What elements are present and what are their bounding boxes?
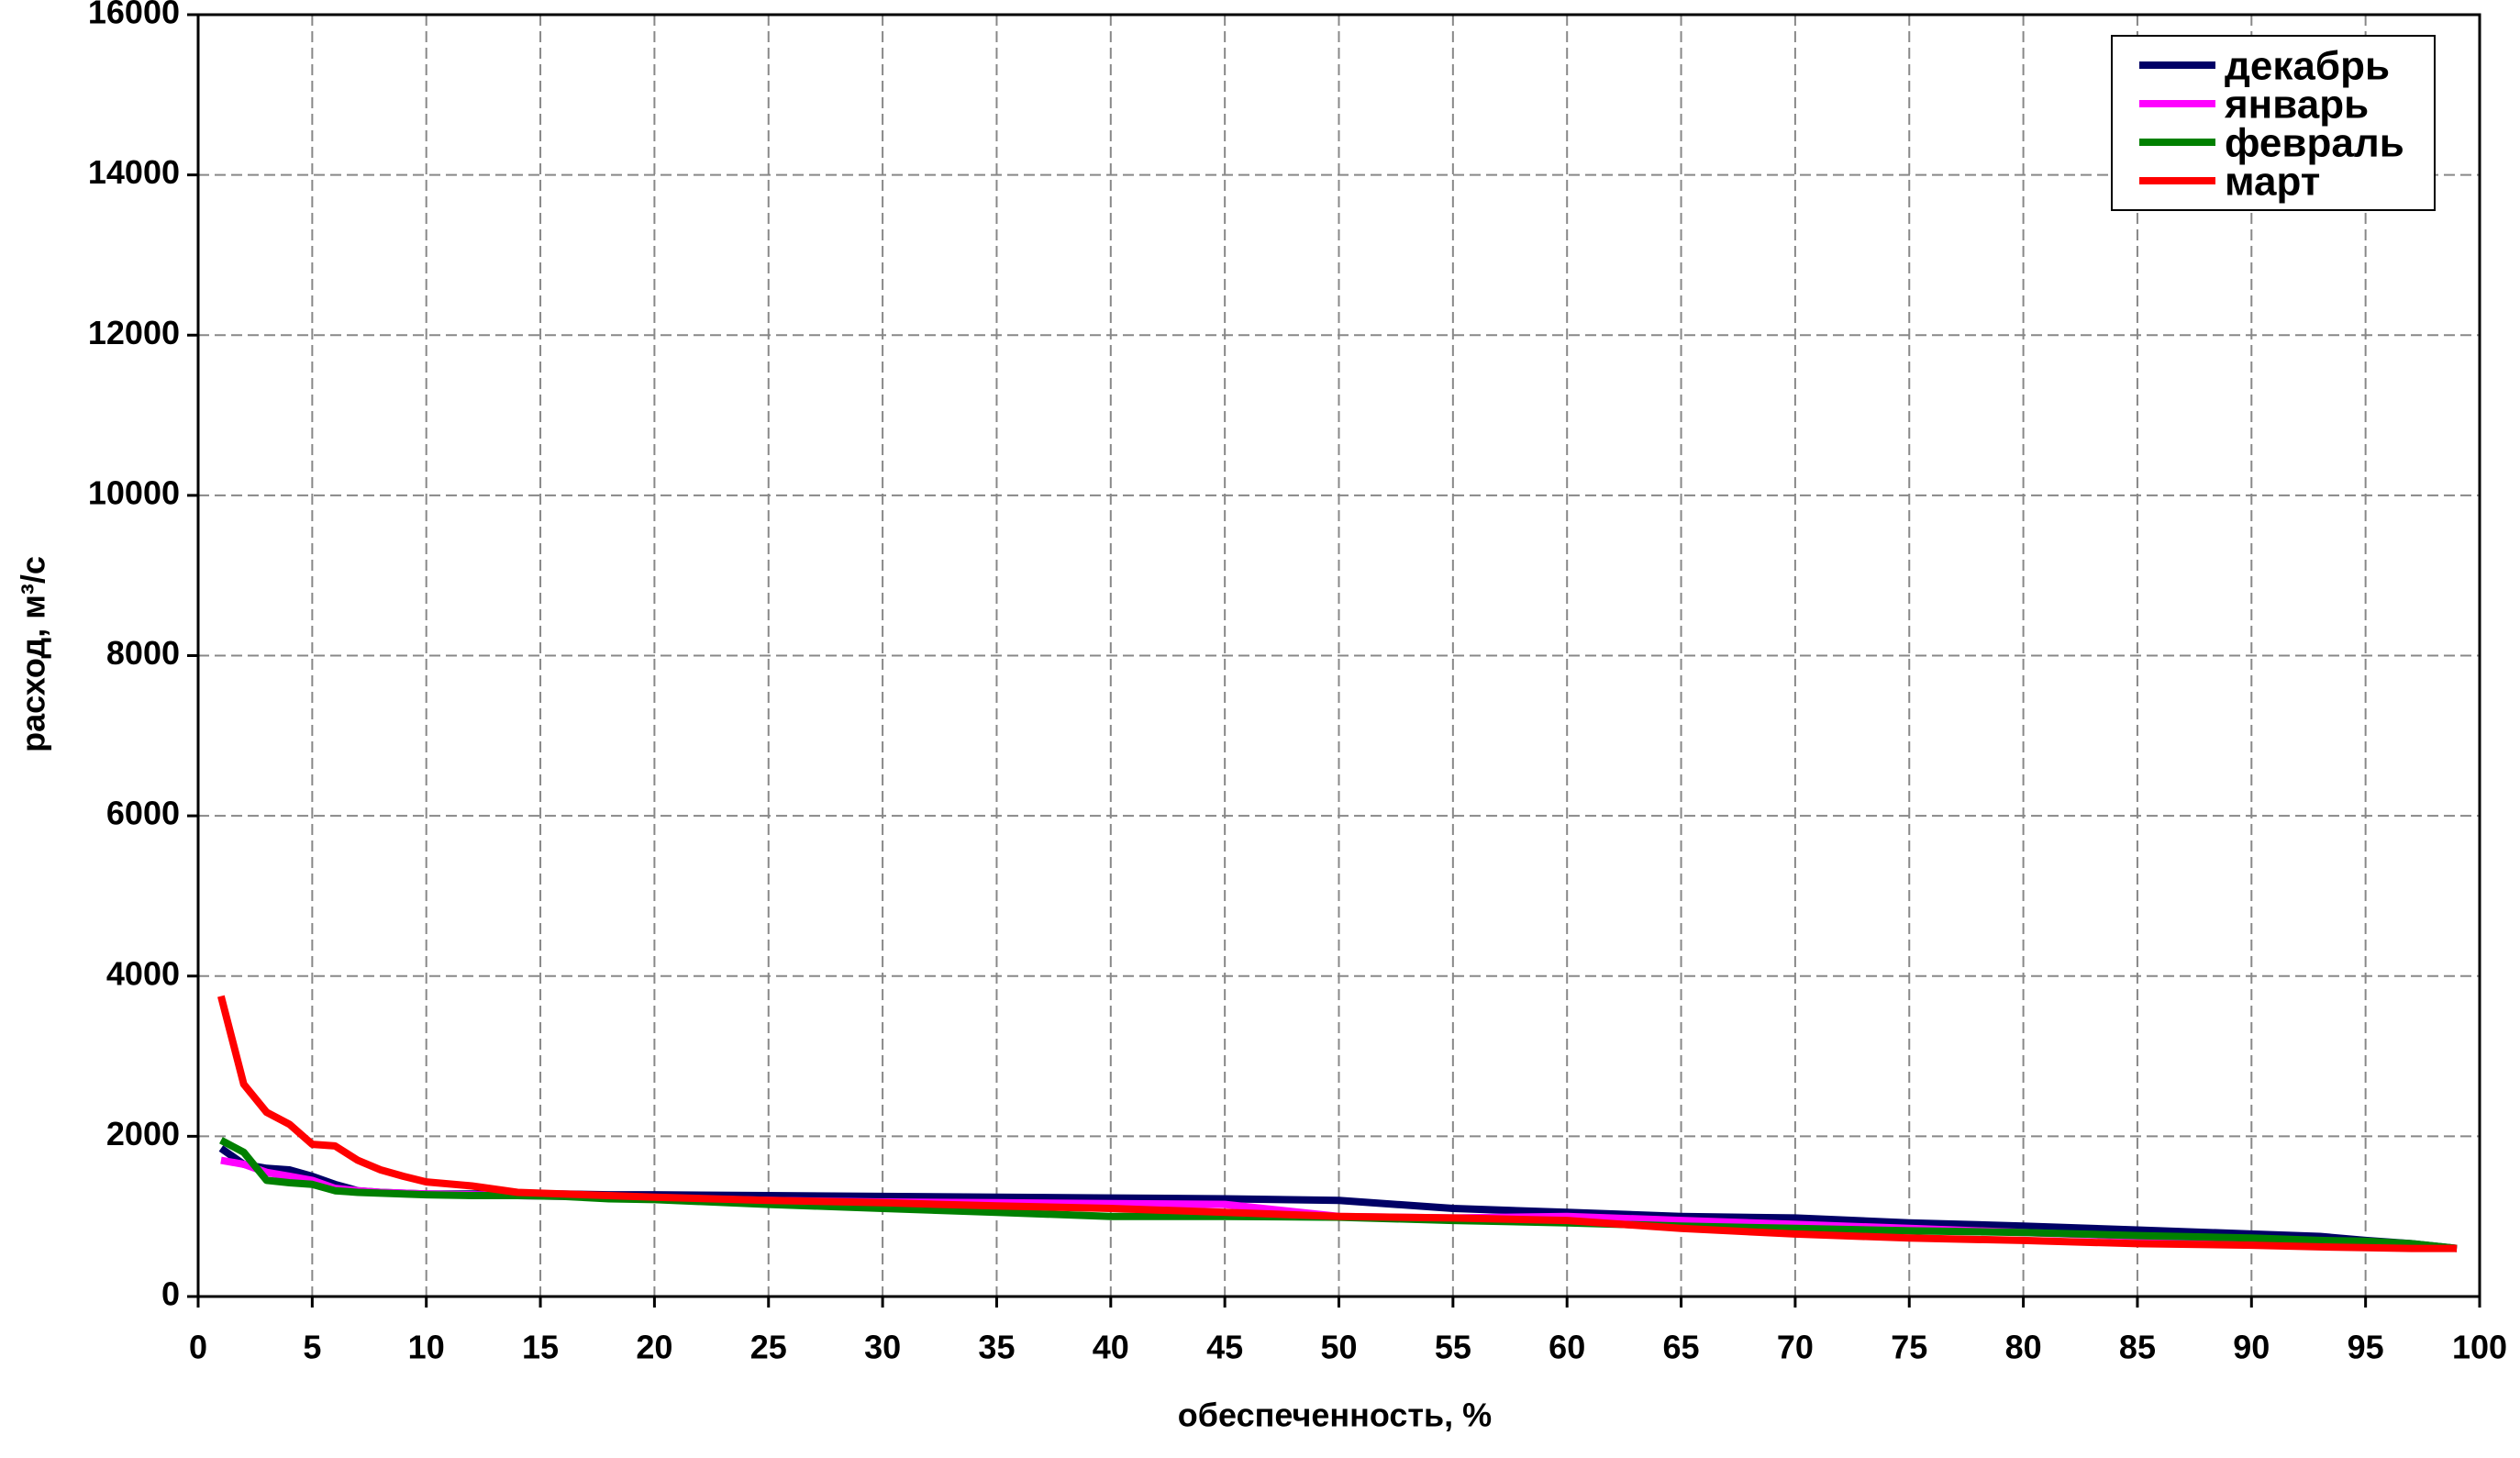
x-tick-label: 30 [864,1329,901,1366]
legend-label: декабрь [2225,44,2390,89]
y-tick-label: 16000 [88,0,180,31]
x-tick-label: 40 [1093,1329,1129,1366]
x-tick-label: 15 [522,1329,559,1366]
x-tick-label: 35 [978,1329,1015,1366]
series-line [219,1137,2458,1252]
y-tick-label: 2000 [106,1115,180,1152]
x-tick-label: 85 [2119,1329,2156,1366]
x-tick-label: 90 [2233,1329,2270,1366]
x-tick-label: 65 [1663,1329,1700,1366]
y-tick-label: 0 [161,1275,180,1313]
x-tick-label: 95 [2348,1329,2384,1366]
y-tick-label: 8000 [106,634,180,672]
y-axis-label: расход, м³/с [15,556,52,752]
y-tick-label: 14000 [88,153,180,191]
plot-frame [196,13,2481,1298]
x-tick-label: 20 [636,1329,672,1366]
y-tick-label: 10000 [88,473,180,511]
legend-label: январь [2224,83,2369,128]
x-tick-label: 75 [1891,1329,1927,1366]
legend-label: март [2225,160,2320,205]
x-tick-label: 60 [1549,1329,1585,1366]
x-tick-label: 50 [1320,1329,1357,1366]
y-tick-label: 4000 [106,954,180,992]
x-tick-label: 5 [303,1329,321,1366]
x-tick-label: 0 [189,1329,207,1366]
y-tick-label: 6000 [106,795,180,832]
x-tick-label: 10 [408,1329,445,1366]
legend-label: февраль [2225,121,2404,166]
x-tick-label: 25 [750,1329,787,1366]
y-tick-label: 12000 [88,314,180,351]
x-tick-label: 100 [2452,1329,2507,1366]
x-tick-label: 80 [2005,1329,2042,1366]
x-axis-label: обеспеченность, % [1178,1397,1492,1434]
series-line [217,995,2458,1252]
x-tick-label: 70 [1777,1329,1814,1366]
x-tick-label: 55 [1435,1329,1471,1366]
x-tick-label: 45 [1206,1329,1243,1366]
